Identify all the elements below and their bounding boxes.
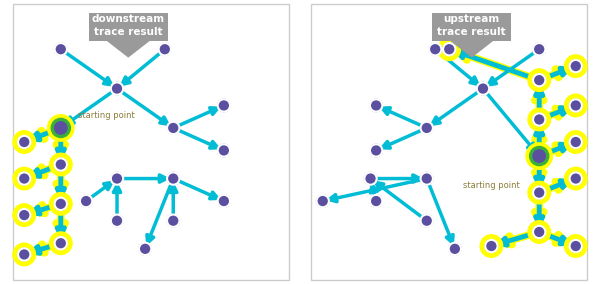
Circle shape [13,204,35,226]
Circle shape [565,55,587,77]
Circle shape [47,115,74,141]
Circle shape [533,74,545,86]
Circle shape [565,94,587,117]
Circle shape [55,237,67,249]
Circle shape [13,131,35,153]
Circle shape [528,69,550,91]
Circle shape [477,82,489,95]
Circle shape [533,186,545,199]
Circle shape [80,195,92,207]
Circle shape [569,99,582,112]
Circle shape [485,240,497,252]
Text: downstream
trace result: downstream trace result [92,14,165,37]
Circle shape [18,209,31,221]
Text: starting point: starting point [463,181,520,190]
Circle shape [55,198,67,210]
FancyBboxPatch shape [89,13,167,41]
Circle shape [55,122,67,134]
Circle shape [533,226,545,238]
Circle shape [50,153,72,176]
Polygon shape [107,41,150,58]
Circle shape [449,243,461,255]
Circle shape [421,172,433,185]
Circle shape [13,243,35,266]
Text: starting point: starting point [77,110,134,120]
Circle shape [421,122,433,134]
Circle shape [528,221,550,243]
Circle shape [565,131,587,153]
Circle shape [565,235,587,257]
Circle shape [55,43,67,55]
Circle shape [18,136,31,148]
Text: upstream
trace result: upstream trace result [437,14,506,37]
Circle shape [438,38,460,60]
Circle shape [111,214,123,227]
Circle shape [565,167,587,190]
Circle shape [569,172,582,185]
Circle shape [364,172,377,185]
Circle shape [218,195,230,207]
Circle shape [533,150,545,162]
Circle shape [370,99,382,112]
Circle shape [51,118,70,137]
Circle shape [569,240,582,252]
Circle shape [443,43,455,55]
Circle shape [218,144,230,156]
Circle shape [167,172,179,185]
Circle shape [50,232,72,254]
Circle shape [55,158,67,171]
Circle shape [50,193,72,215]
Circle shape [526,143,553,169]
Circle shape [569,60,582,72]
Circle shape [317,195,329,207]
Circle shape [111,172,123,185]
Circle shape [370,195,382,207]
Circle shape [480,235,503,257]
Circle shape [421,214,433,227]
Circle shape [528,108,550,131]
Circle shape [528,181,550,204]
Circle shape [13,167,35,190]
Circle shape [158,43,171,55]
Circle shape [18,248,31,261]
Circle shape [533,113,545,126]
Circle shape [533,43,545,55]
Circle shape [370,144,382,156]
Circle shape [167,214,179,227]
Circle shape [429,43,442,55]
Circle shape [139,243,151,255]
Circle shape [530,147,549,166]
Circle shape [569,136,582,148]
Circle shape [218,99,230,112]
Circle shape [167,122,179,134]
FancyBboxPatch shape [433,13,511,41]
Circle shape [111,82,123,95]
Circle shape [18,172,31,185]
Polygon shape [450,41,493,58]
